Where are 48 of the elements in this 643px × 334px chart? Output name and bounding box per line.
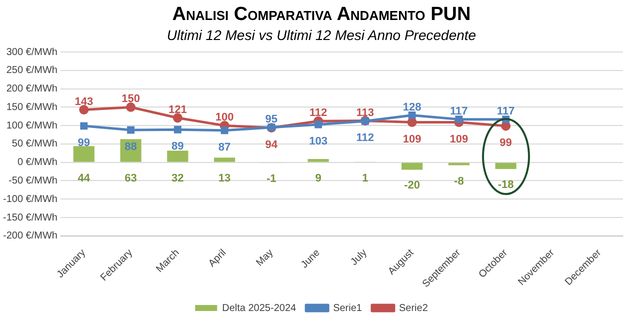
data-label: 150 xyxy=(122,93,140,106)
data-label: -20 xyxy=(404,180,420,192)
y-tick-label: -100 €/MWh xyxy=(2,194,58,205)
chart-title: Analisi Comparativa Andamento PUN xyxy=(171,4,472,26)
data-label: 87 xyxy=(218,141,231,154)
data-label: 128 xyxy=(402,101,422,114)
data-label: 44 xyxy=(78,172,91,184)
data-label: 117 xyxy=(496,105,515,118)
data-label: 121 xyxy=(168,104,187,116)
y-tick-label: -200 €/MWh xyxy=(2,230,58,242)
y-tick-label: 50 €/MWh xyxy=(12,138,58,150)
data-label: 95 xyxy=(265,113,278,126)
data-label: 88 xyxy=(124,141,137,154)
data-label: -18 xyxy=(498,179,514,192)
data-label: 109 xyxy=(450,133,468,146)
y-tick-label: 0 €/MWh xyxy=(17,157,58,168)
legend-label: Serie2 xyxy=(398,302,428,314)
y-tick-label: 150 €/MWh xyxy=(6,102,58,113)
data-label: 89 xyxy=(172,140,184,153)
data-label: 94 xyxy=(265,138,278,151)
data-label: 1 xyxy=(362,172,368,184)
data-label: 9 xyxy=(315,172,322,184)
y-tick-label: -50 €/MWh xyxy=(8,176,58,186)
data-label: 113 xyxy=(356,106,374,119)
x-tick-label: May xyxy=(254,247,276,269)
data-label: 103 xyxy=(309,136,328,148)
data-label: 99 xyxy=(500,136,512,149)
data-label: 63 xyxy=(124,172,137,184)
y-tick-label: -150 €/MWh xyxy=(2,212,58,224)
y-tick-label: 200 €/MWh xyxy=(6,84,58,95)
data-label: 112 xyxy=(309,107,328,120)
data-label: 143 xyxy=(74,96,94,108)
data-label: 100 xyxy=(215,112,234,124)
y-tick-label: 300 €/MWh xyxy=(6,46,58,58)
x-tick-label: July xyxy=(348,247,370,268)
legend-label: Serie1 xyxy=(333,302,362,314)
data-label: 99 xyxy=(78,136,90,149)
data-label: -8 xyxy=(454,175,464,188)
legend-label: Delta 2025-2024 xyxy=(222,302,297,314)
data-label: 109 xyxy=(402,133,422,146)
data-label: 117 xyxy=(450,105,468,118)
chart-subtitle: Ultimi 12 Mesi vs Ultimi 12 Mesi Anno Precedente xyxy=(166,27,478,43)
data-label: 13 xyxy=(218,172,231,184)
data-label: 32 xyxy=(172,172,184,184)
data-label: 112 xyxy=(356,132,374,144)
data-label: -1 xyxy=(266,172,276,185)
y-tick-label: 250 €/MWh xyxy=(6,65,58,76)
y-tick-label: 100 €/MWh xyxy=(6,120,58,132)
